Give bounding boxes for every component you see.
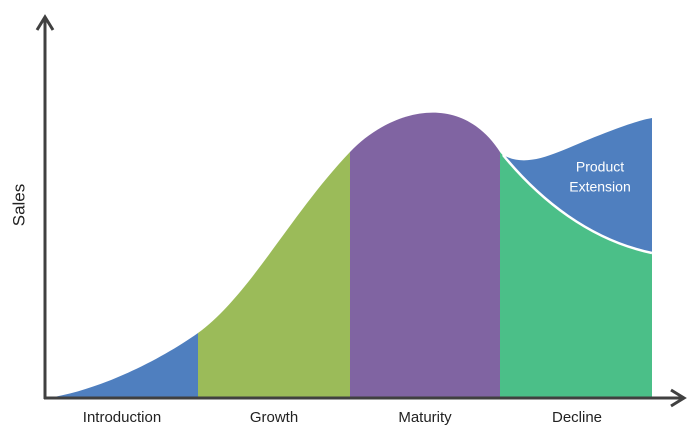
stage-label: Decline bbox=[552, 409, 602, 426]
introduction-area bbox=[48, 333, 198, 398]
maturity-area bbox=[350, 112, 500, 399]
stage-label: Growth bbox=[250, 409, 298, 426]
x-axis-arrow bbox=[670, 388, 687, 408]
decline-area bbox=[500, 152, 652, 398]
extension-area bbox=[503, 118, 652, 253]
stage-label: Maturity bbox=[398, 409, 452, 426]
extension-label: Product bbox=[576, 159, 624, 175]
extension-edge bbox=[502, 154, 653, 255]
stage-label: Introduction bbox=[83, 409, 161, 426]
growth-area bbox=[198, 152, 350, 398]
extension-label: Extension bbox=[569, 179, 630, 195]
y-axis-arrow bbox=[35, 14, 55, 31]
y-axis-label: Sales bbox=[9, 184, 28, 227]
